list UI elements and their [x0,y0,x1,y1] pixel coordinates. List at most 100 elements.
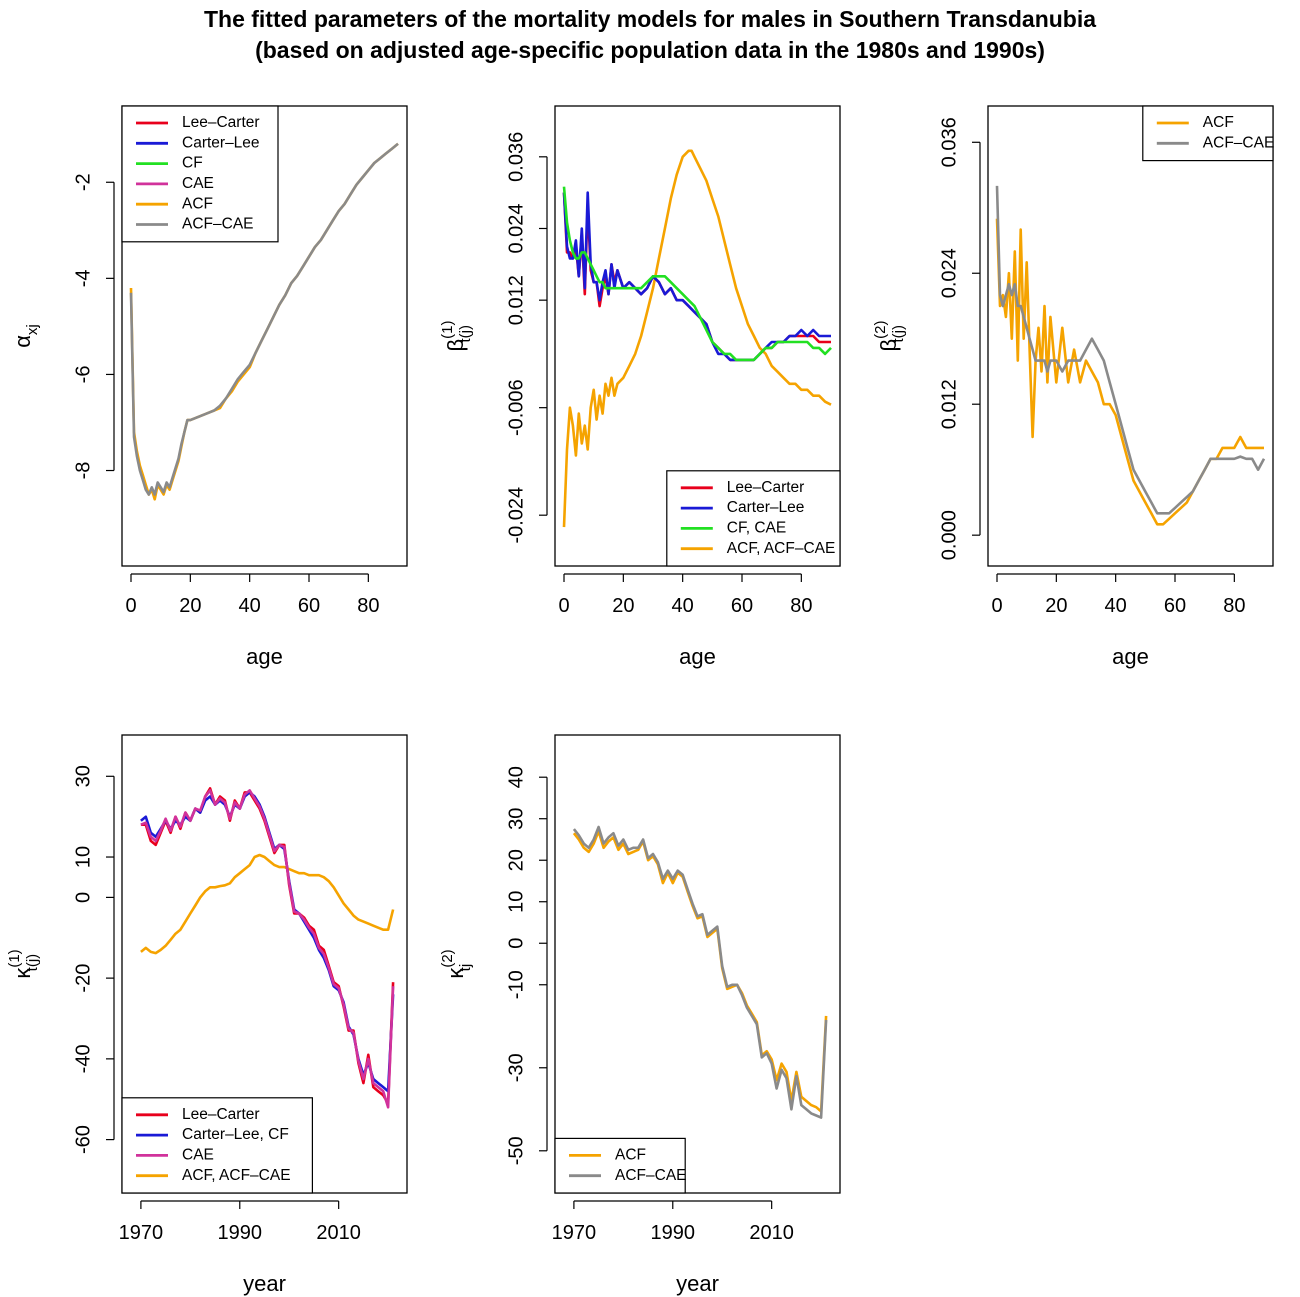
legend-label: ACF, ACF–CAE [727,540,836,557]
y-tick-label: -50 [505,1136,527,1165]
x-tick-label: 1970 [119,1222,164,1244]
y-axis-label: αxj [10,324,41,348]
y-label-superscript: (1) [6,949,23,967]
series-group [140,787,395,1109]
series-line-cf-cae [562,186,832,362]
x-tick-label: 60 [731,595,753,617]
legend-label: Lee–Carter [727,479,805,496]
x-tick-label: 20 [179,595,201,617]
legend-label: CF [182,155,203,172]
y-tick-label: 10 [505,891,527,913]
y-tick-label: -30 [505,1053,527,1082]
y-tick-label: 20 [505,849,527,871]
y-tick-label: -8 [72,462,94,480]
y-tick-label: -40 [72,1044,94,1073]
y-label-symbol: β [443,339,468,352]
y-tick-label: -0.006 [505,379,527,436]
y-tick-label: 0.036 [938,117,960,167]
plot-frame [554,734,841,1194]
y-axis: -8 -6 -4 -2 [72,173,115,480]
x-tick-label: 40 [239,595,261,617]
x-axis-label: age [246,644,283,669]
plot-frame [987,105,1274,567]
y-axis: -60 -40 -20 0 10 30 [72,765,115,1154]
title-line-1: The fitted parameters of the mortality m… [203,6,1097,32]
y-label-superscript: (2) [872,321,889,339]
x-axis: 0 20 40 60 80 [991,573,1245,617]
x-tick-label: 80 [357,595,379,617]
legend-label: ACF–CAE [615,1167,687,1184]
y-tick-label: -2 [72,173,94,191]
series-group [572,825,828,1119]
y-axis-label: κ(1)t(j) [6,949,41,978]
x-tick-label: 20 [1045,595,1067,617]
series-line-acf-cae [995,185,1266,515]
x-tick-label: 1990 [218,1222,263,1244]
legend: ACF ACF–CAE [1142,105,1275,162]
panel-alpha: 0 20 40 60 80 age -8 -6 -4 -2 αxj Lee–Carter Carter–… [10,105,408,669]
series-line-acf [995,218,1264,526]
y-tick-label: 30 [505,808,527,830]
x-axis-label: age [679,644,716,669]
title-line-2: (based on adjusted age-specific populati… [255,37,1045,63]
y-tick-label: 40 [505,766,527,788]
y-label-subscript: t(j) [24,954,41,972]
series-line-acf [572,829,828,1113]
x-axis: 1970 1990 2010 [552,1200,794,1244]
legend: ACF ACF–CAE [554,1137,687,1194]
series-line-carter-lee [562,191,831,362]
legend-box [1142,105,1274,162]
y-axis: -50 -30 -10 0 10 20 30 40 [505,766,548,1165]
x-tick-label: 0 [991,595,1002,617]
y-tick-label: 0.012 [505,275,527,325]
x-tick-label: 80 [1223,595,1245,617]
y-label-superscript: (1) [439,321,456,339]
y-tick-label: 30 [72,765,94,787]
y-tick-label: -10 [505,970,527,999]
y-label-symbol: β [876,339,901,352]
legend-box [121,105,279,243]
x-axis-label: year [243,1271,286,1296]
panel-kappa2: 1970 1990 2010 year -50 -30 -10 0 10 20 30 40 κ(2)tj… [439,734,841,1296]
x-axis: 0 20 40 60 80 [125,573,379,617]
x-axis-label: year [676,1271,719,1296]
y-label-subscript: tj [457,964,474,972]
y-tick-label: 0.036 [505,132,527,182]
y-label-symbol: κ [10,967,35,979]
legend-box [554,1137,686,1194]
x-tick-label: 0 [125,595,136,617]
y-tick-label: 0.024 [938,248,960,298]
legend-label: ACF [182,195,213,212]
legend-label: ACF, ACF–CAE [182,1167,291,1184]
y-label-subscript: t(j) [457,325,474,343]
x-tick-label: 0 [558,595,569,617]
x-tick-label: 40 [1105,595,1127,617]
x-tick-label: 40 [672,595,694,617]
series-line-cae [140,789,395,1109]
y-axis: -0.024 -0.006 0.012 0.024 0.036 [505,132,548,544]
legend-label: Carter–Lee [727,499,805,516]
x-tick-label: 2010 [316,1222,361,1244]
x-tick-label: 20 [612,595,634,617]
y-axis-label: β(2)t(j) [872,321,907,352]
y-label-subscript: t(j) [890,325,907,343]
series-line-acf-cae [129,142,399,496]
legend-label: ACF [1203,114,1234,131]
x-tick-label: 1970 [552,1222,597,1244]
legend-label: CAE [182,175,214,192]
x-axis: 1970 1990 2010 [119,1200,361,1244]
panel-kappa1: 1970 1990 2010 year -60 -40 -20 0 10 30 κ(1)t(j) Le… [6,734,408,1296]
series-line-acf-cae [572,825,828,1119]
y-tick-label: -4 [72,269,94,287]
y-label-superscript: (2) [439,949,456,967]
series-line-acf-acf-cae [140,853,395,955]
legend-label: Carter–Lee [182,134,260,151]
figure-title: The fitted parameters of the mortality m… [0,4,1300,66]
x-tick-label: 2010 [749,1222,794,1244]
legend: Lee–Carter Carter–Lee CF, CAE ACF, ACF–CAE [666,470,841,567]
x-tick-label: 60 [1164,595,1186,617]
legend-label: ACF–CAE [1203,134,1275,151]
legend-label: Carter–Lee, CF [182,1126,289,1143]
y-tick-label: -60 [72,1125,94,1154]
